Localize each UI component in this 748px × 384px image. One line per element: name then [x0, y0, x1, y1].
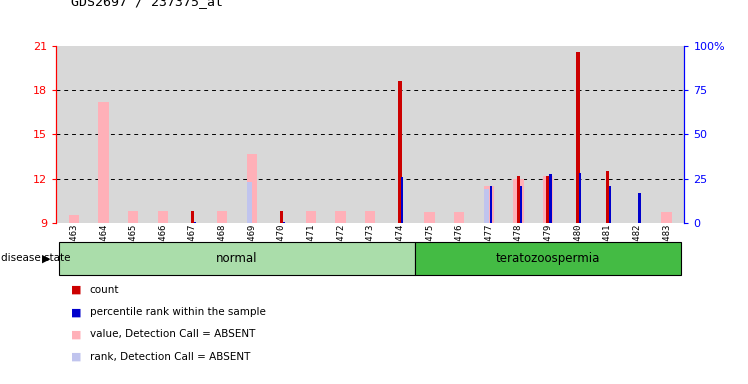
Text: disease state: disease state [1, 253, 70, 263]
Text: rank, Detection Call = ABSENT: rank, Detection Call = ABSENT [90, 352, 250, 362]
Bar [609, 186, 611, 223]
Bar [546, 175, 550, 223]
Bar [606, 171, 609, 223]
Bar [543, 175, 554, 223]
Text: ■: ■ [71, 307, 82, 317]
Text: normal: normal [216, 252, 257, 265]
Bar [191, 211, 194, 223]
Bar [576, 52, 580, 223]
Bar [247, 154, 257, 223]
Bar [454, 212, 465, 223]
Bar [401, 177, 403, 223]
Bar [484, 186, 494, 223]
Bar [217, 211, 227, 223]
Bar [414, 242, 681, 275]
Bar [490, 186, 492, 223]
Text: ▶: ▶ [43, 253, 51, 263]
Bar [513, 179, 524, 223]
Bar [247, 182, 251, 223]
Bar [661, 212, 672, 223]
Text: percentile rank within the sample: percentile rank within the sample [90, 307, 266, 317]
Bar [69, 215, 79, 223]
Text: ■: ■ [71, 285, 82, 295]
Bar [365, 211, 375, 223]
Text: GDS2697 / 237375_at: GDS2697 / 237375_at [71, 0, 223, 8]
Bar [424, 212, 435, 223]
Bar [59, 242, 414, 275]
Bar [520, 186, 522, 223]
Text: value, Detection Call = ABSENT: value, Detection Call = ABSENT [90, 329, 255, 339]
Text: ■: ■ [71, 329, 82, 339]
Bar [158, 211, 168, 223]
Bar [128, 211, 138, 223]
Bar [517, 175, 520, 223]
Bar [280, 211, 283, 223]
Text: count: count [90, 285, 119, 295]
Bar [98, 102, 108, 223]
Bar [638, 193, 640, 223]
Bar [579, 173, 581, 223]
Bar [194, 222, 196, 223]
Bar [283, 222, 285, 223]
Bar [306, 211, 316, 223]
Bar [549, 174, 551, 223]
Bar [335, 211, 346, 223]
Text: ■: ■ [71, 352, 82, 362]
Bar [484, 189, 488, 223]
Text: teratozoospermia: teratozoospermia [496, 252, 601, 265]
Bar [398, 81, 402, 223]
